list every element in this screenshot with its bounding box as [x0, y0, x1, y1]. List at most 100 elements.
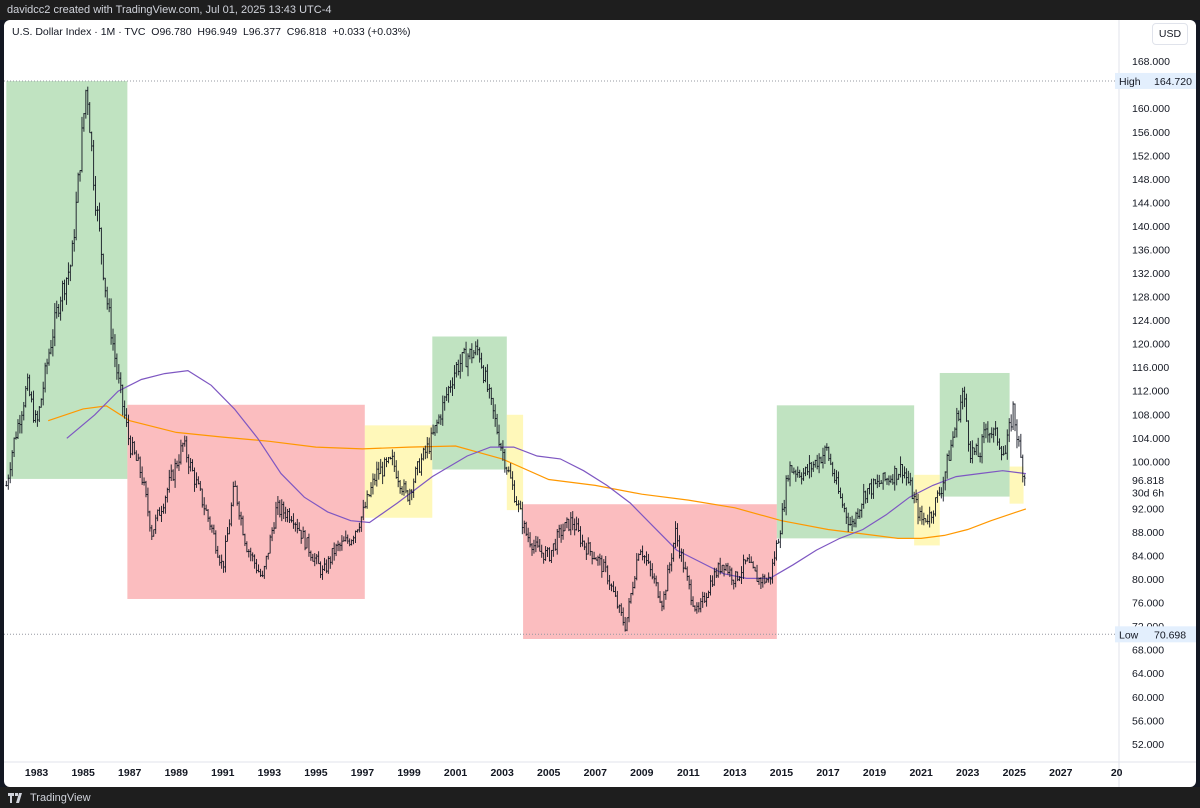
candle — [664, 589, 667, 600]
candle — [529, 532, 532, 548]
candle — [519, 500, 522, 510]
x-tick-label: 1995 — [304, 767, 328, 779]
candle — [313, 553, 316, 567]
candle — [296, 518, 299, 534]
y-tick-label: 92.000 — [1132, 503, 1164, 515]
price-axis: 52.00056.00060.00064.00068.00072.00076.0… — [1118, 20, 1170, 787]
candle — [651, 563, 654, 580]
candle — [701, 591, 704, 608]
candle — [121, 384, 124, 416]
candle — [670, 553, 673, 572]
y-tick-label: 144.000 — [1132, 197, 1170, 209]
candle — [785, 475, 788, 516]
x-tick-label: 2019 — [863, 767, 887, 779]
candle — [319, 561, 322, 579]
candle — [1014, 403, 1017, 432]
candle — [546, 547, 549, 558]
candle — [290, 516, 293, 523]
candle — [602, 559, 605, 572]
candle — [538, 539, 541, 552]
candle — [1019, 433, 1022, 458]
candle — [711, 575, 714, 587]
candle — [554, 538, 557, 551]
candle — [1002, 445, 1005, 456]
candle — [346, 534, 349, 544]
candle — [98, 202, 101, 232]
candle — [5, 480, 8, 487]
candle — [849, 516, 852, 526]
candle — [389, 456, 392, 460]
candle — [437, 414, 440, 425]
candle — [527, 527, 530, 543]
candle — [333, 542, 336, 561]
candle — [887, 475, 890, 486]
candle — [406, 490, 409, 502]
candle — [790, 465, 793, 473]
candle — [721, 564, 724, 573]
candle — [253, 554, 256, 569]
candle — [119, 372, 122, 394]
candle — [123, 400, 126, 419]
candle — [263, 565, 266, 579]
currency-button[interactable]: USD — [1152, 23, 1188, 45]
candle — [426, 437, 429, 459]
candle — [354, 530, 357, 543]
candle — [482, 365, 485, 384]
candle — [637, 553, 640, 561]
candle — [604, 556, 607, 573]
candle — [856, 508, 859, 519]
candle — [364, 501, 367, 509]
legend-change: +0.033 (+0.03%) — [332, 26, 411, 38]
candle — [860, 503, 863, 518]
candle — [416, 461, 419, 476]
candle — [810, 461, 813, 478]
symbol-legend[interactable]: U.S. Dollar Index · 1M · TVC O96.780 H96… — [12, 26, 411, 38]
candle — [946, 453, 949, 479]
candle — [1006, 429, 1009, 460]
x-tick-label: 2003 — [490, 767, 514, 779]
y-tick-label: 132.000 — [1132, 268, 1170, 280]
candle — [726, 562, 729, 575]
price-chart[interactable]: 52.00056.00060.00064.00068.00072.00076.0… — [4, 20, 1196, 787]
candle — [222, 560, 225, 573]
candle — [1017, 435, 1020, 447]
candle — [542, 552, 545, 564]
candle — [451, 377, 454, 396]
candle — [633, 575, 636, 589]
candle — [622, 607, 625, 626]
candle — [36, 410, 39, 427]
bar-countdown: 30d 6h — [1132, 488, 1164, 500]
candle — [77, 172, 80, 203]
candle — [86, 86, 89, 116]
candle — [981, 434, 984, 464]
candle — [348, 538, 351, 547]
candle — [833, 468, 836, 484]
candle — [240, 511, 243, 526]
legend-low: L96.377 — [242, 26, 281, 38]
candle — [127, 414, 130, 446]
candle — [951, 431, 954, 448]
candle — [521, 501, 524, 535]
candle — [480, 352, 483, 369]
symbol-name[interactable]: U.S. Dollar Index · 1M · TVC — [12, 26, 146, 38]
candle — [560, 524, 563, 543]
chart-panel[interactable]: 52.00056.00060.00064.00068.00072.00076.0… — [4, 20, 1196, 787]
candle — [517, 500, 520, 513]
candle — [608, 574, 611, 590]
candle — [340, 535, 343, 551]
candle — [494, 404, 497, 427]
y-tick-label: 148.000 — [1132, 174, 1170, 186]
candle — [672, 542, 675, 562]
candle — [1012, 401, 1015, 431]
candle — [414, 466, 417, 484]
candle — [1010, 414, 1013, 432]
candle — [110, 298, 113, 345]
candle — [269, 534, 272, 554]
candle — [950, 439, 953, 461]
high-marker-label-bg — [1115, 72, 1149, 89]
candle — [356, 529, 359, 533]
candle — [732, 579, 735, 590]
candle — [445, 387, 448, 402]
candle — [92, 139, 95, 191]
candle — [412, 478, 415, 498]
